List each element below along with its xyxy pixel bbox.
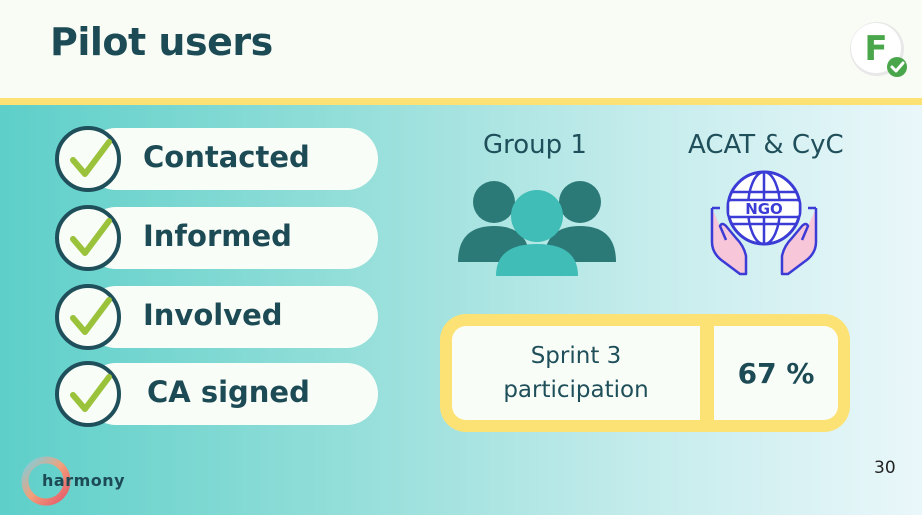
ngo-hands-globe-icon: NGO — [710, 170, 818, 276]
sprint-participation-card: Sprint 3 participation 67 % — [440, 314, 850, 432]
pill-background — [85, 207, 378, 269]
sprint-label: Sprint 3 participation — [466, 339, 686, 407]
harmony-logo-icon — [21, 456, 71, 506]
pill-background — [85, 128, 378, 190]
checklist-item-ca-signed: CA signed — [55, 361, 378, 427]
header — [0, 0, 922, 98]
pill-background — [85, 363, 378, 425]
checklist-item-contacted: Contacted — [55, 126, 378, 192]
f-check-logo-icon: F — [850, 22, 907, 77]
checkmark-icon — [55, 284, 121, 350]
people-group-icon — [458, 181, 616, 276]
sprint-label-line2: participation — [503, 377, 649, 403]
sprint-label-line1: Sprint 3 — [530, 343, 622, 369]
checklist-item-informed: Informed — [55, 205, 378, 271]
badge-letter: F — [864, 29, 887, 69]
checkmark-icon — [55, 126, 121, 192]
checklist-label: Contacted — [143, 140, 310, 174]
ngo-text: NGO — [745, 200, 783, 218]
pill-background — [85, 286, 378, 348]
page-number: 30 — [874, 458, 896, 478]
checkmark-icon — [55, 205, 121, 271]
group1-label: Group 1 — [483, 130, 587, 160]
checklist-item-involved: Involved — [55, 284, 378, 350]
group2-label: ACAT & CyC — [688, 130, 844, 160]
sprint-label-cell: Sprint 3 participation — [452, 326, 700, 420]
header-divider — [0, 98, 922, 105]
sprint-value: 67 % — [737, 356, 815, 390]
checklist-label: Involved — [143, 298, 283, 332]
checkmark-icon — [55, 361, 121, 427]
sprint-value-cell: 67 % — [714, 326, 838, 420]
page-title: Pilot users — [50, 20, 273, 64]
harmony-logo-text: harmony — [42, 471, 126, 490]
checklist-label: CA signed — [147, 375, 310, 409]
checklist-label: Informed — [143, 219, 292, 253]
